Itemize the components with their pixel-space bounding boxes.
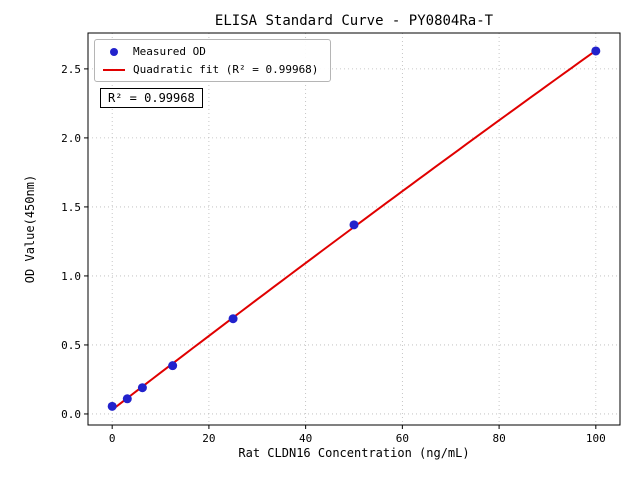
y-tick-label: 1.5	[61, 201, 81, 214]
y-tick-label: 1.0	[61, 270, 81, 283]
data-point	[107, 401, 117, 411]
x-tick-label: 20	[202, 432, 215, 445]
data-point	[349, 220, 359, 230]
y-tick-label: 0.0	[61, 408, 81, 421]
y-axis-label: OD Value(450nm)	[23, 174, 37, 284]
r-squared-annotation: R² = 0.99968	[100, 88, 203, 108]
data-point	[228, 314, 238, 324]
x-tick-label: 40	[299, 432, 312, 445]
x-axis-label: Rat CLDN16 Concentration (ng/mL)	[238, 446, 470, 460]
x-tick-label: 0	[109, 432, 116, 445]
legend-item-measured-od: Measured OD	[103, 45, 318, 58]
data-point	[591, 46, 601, 56]
data-point	[137, 383, 147, 393]
y-tick-label: 2.5	[61, 63, 81, 76]
y-tick-label: 2.0	[61, 132, 81, 145]
plot-border	[87, 32, 621, 426]
legend: Measured OD Quadratic fit (R² = 0.99968)	[94, 39, 332, 82]
data-point	[122, 394, 132, 404]
legend-label: Measured OD	[133, 45, 206, 58]
legend-item-quadratic-fit: Quadratic fit (R² = 0.99968)	[103, 63, 318, 76]
line-marker-icon	[103, 68, 125, 71]
x-tick-label: 60	[396, 432, 409, 445]
point-marker-icon	[110, 47, 118, 56]
legend-label: Quadratic fit (R² = 0.99968)	[133, 63, 319, 76]
chart-title: ELISA Standard Curve - PY0804Ra-T	[214, 13, 494, 29]
data-point	[168, 361, 178, 371]
x-tick-label: 80	[492, 432, 505, 445]
y-tick-label: 0.5	[61, 339, 81, 352]
x-tick-label: 100	[586, 432, 606, 445]
